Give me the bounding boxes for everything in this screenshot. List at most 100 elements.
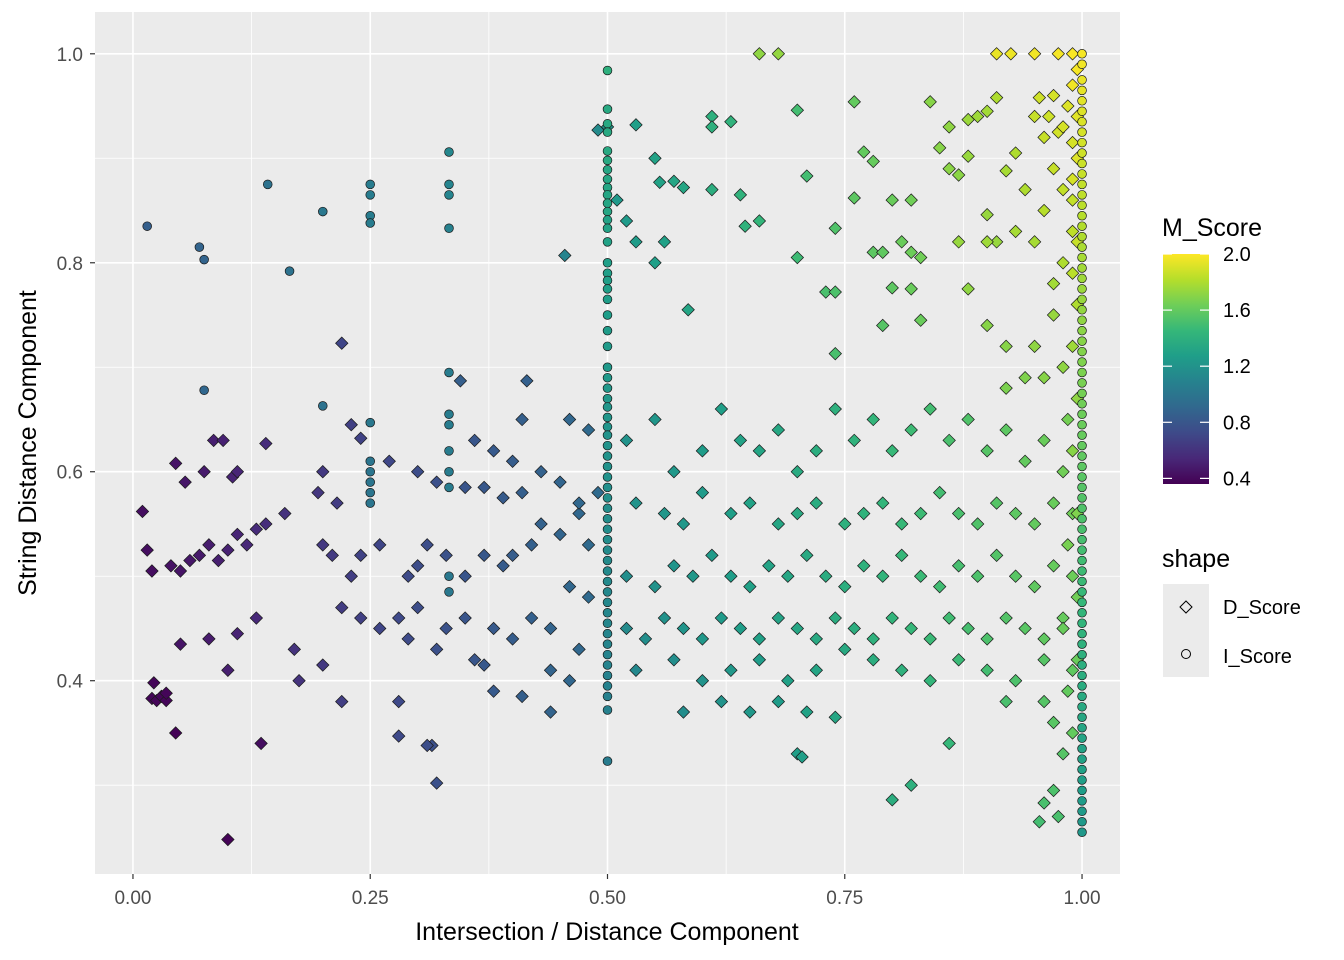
data-point-diamond (1027, 109, 1042, 124)
data-point-diamond (221, 543, 235, 557)
data-point-diamond (942, 736, 956, 751)
data-point-circle (602, 639, 613, 649)
data-point-circle (1077, 597, 1087, 608)
data-point-diamond (667, 174, 681, 188)
data-point-diamond (752, 653, 767, 667)
data-point-diamond (410, 600, 425, 615)
data-point-diamond (980, 318, 994, 333)
data-point-circle (1077, 754, 1087, 764)
data-point-circle (1077, 785, 1087, 796)
data-point-diamond (970, 517, 985, 531)
data-point-diamond (695, 632, 710, 646)
data-point-circle (1077, 85, 1087, 96)
data-point-diamond (619, 569, 634, 583)
data-point-circle (602, 372, 613, 383)
data-point-diamond (1046, 276, 1061, 291)
data-point-diamond (980, 208, 994, 222)
data-point-diamond (980, 104, 994, 118)
data-point-circle (365, 456, 375, 467)
data-point-circle (602, 422, 613, 432)
data-point-circle (1077, 733, 1087, 743)
data-point-circle (1077, 116, 1087, 127)
data-point-diamond (885, 793, 899, 807)
data-point-diamond (653, 175, 667, 190)
data-point-diamond (467, 433, 482, 448)
data-point-diamond (629, 663, 643, 677)
data-point-diamond (771, 423, 786, 437)
data-point-diamond (980, 663, 994, 677)
data-point-circle (602, 284, 613, 294)
data-point-circle (1077, 482, 1087, 493)
data-point-circle (318, 401, 328, 411)
data-point-diamond (1042, 109, 1056, 124)
data-point-circle (1077, 566, 1087, 576)
data-point-diamond (173, 637, 188, 651)
data-point-diamond (453, 374, 468, 388)
data-point-circle (602, 190, 613, 200)
x-tick-label: 0.50 (589, 888, 626, 909)
data-point-circle (1077, 315, 1087, 325)
data-point-diamond (676, 517, 691, 531)
data-point-diamond (558, 248, 572, 263)
data-point-circle (602, 310, 613, 320)
data-point-diamond (1061, 684, 1075, 698)
data-point-diamond (1037, 653, 1051, 667)
data-point-circle (1077, 190, 1087, 200)
data-point-circle (602, 587, 613, 597)
data-point-diamond (515, 485, 529, 500)
data-point-circle (1077, 242, 1087, 252)
data-point-circle (602, 451, 613, 461)
data-point-diamond (705, 548, 719, 563)
data-point-circle (602, 576, 613, 587)
data-point-diamond (216, 433, 230, 448)
data-point-diamond (420, 738, 434, 753)
data-point-circle (602, 691, 613, 702)
x-tick-label: 0.25 (352, 888, 389, 909)
data-point-diamond (524, 611, 539, 625)
data-point-diamond (392, 611, 406, 625)
data-point-circle (602, 472, 613, 482)
data-point-diamond (771, 694, 786, 709)
data-point-diamond (885, 193, 899, 207)
x-tick-label: 0.75 (826, 888, 863, 909)
data-point-diamond (951, 168, 966, 182)
data-point-diamond (159, 686, 173, 700)
data-point-diamond (206, 433, 221, 448)
data-point-circle (1077, 96, 1087, 106)
data-point-circle (1077, 263, 1087, 273)
circle-icon (1181, 649, 1191, 659)
data-point-diamond (828, 221, 842, 235)
data-point-circle (142, 221, 152, 231)
data-point-diamond (581, 538, 596, 552)
data-point-diamond (790, 250, 805, 265)
data-point-diamond (828, 346, 842, 361)
data-point-diamond (999, 339, 1013, 354)
data-point-diamond (876, 569, 890, 583)
data-point-circle (1077, 294, 1087, 305)
data-point-diamond (866, 653, 880, 667)
data-point-diamond (1051, 47, 1066, 61)
data-point-diamond (895, 235, 909, 249)
data-point-diamond (676, 621, 691, 636)
data-point-diamond (999, 381, 1013, 395)
data-point-diamond (809, 496, 823, 510)
data-point-diamond (429, 776, 444, 790)
data-point-circle (602, 275, 613, 286)
data-point-diamond (1056, 360, 1070, 374)
data-point-diamond (681, 303, 695, 317)
data-point-diamond (1032, 90, 1047, 105)
data-point-diamond (1037, 694, 1051, 709)
data-point-circle (1077, 555, 1087, 566)
data-point-circle (1077, 628, 1087, 639)
data-point-diamond (771, 611, 786, 625)
data-point-diamond (382, 454, 396, 468)
data-point-diamond (733, 188, 748, 202)
data-point-diamond (534, 465, 548, 479)
data-point-diamond (866, 154, 880, 169)
data-point-diamond (800, 548, 814, 563)
data-point-diamond (999, 611, 1013, 625)
data-point-diamond (477, 480, 491, 495)
data-point-diamond (857, 559, 871, 573)
data-point-diamond (724, 506, 738, 521)
